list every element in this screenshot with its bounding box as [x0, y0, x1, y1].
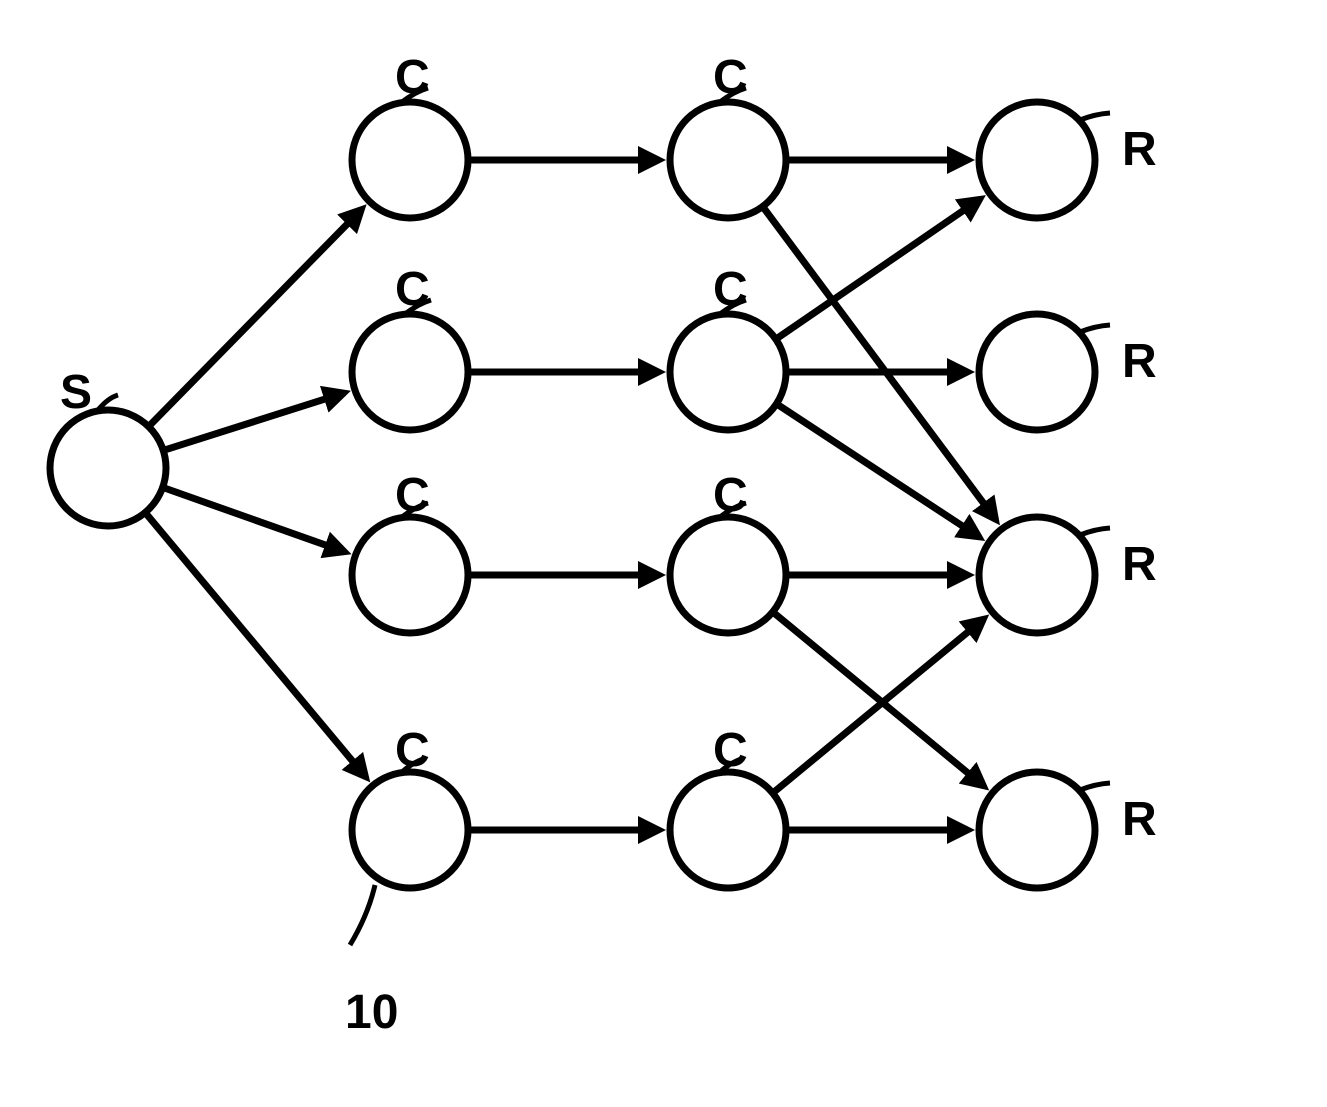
node-C6 [670, 314, 786, 430]
node-label-C5: C [713, 50, 748, 105]
node-C1 [352, 102, 468, 218]
node-label-C1: C [395, 50, 430, 105]
node-label-C3: C [395, 468, 430, 523]
node-label-S: S [60, 365, 92, 420]
node-C4 [352, 772, 468, 888]
node-label-C8: C [713, 723, 748, 778]
edge-C8-R3 [773, 619, 984, 793]
network-diagram: S C C C C C C C C R R R R 10 [0, 0, 1327, 1107]
edge-S-C3 [163, 487, 345, 552]
node-C3 [352, 517, 468, 633]
node-R4 [979, 772, 1095, 888]
node-label-R4: R [1122, 792, 1157, 847]
node-label-R2: R [1122, 334, 1157, 389]
node-R1 [979, 102, 1095, 218]
node-C8 [670, 772, 786, 888]
node-C5 [670, 102, 786, 218]
node-label-R3: R [1122, 537, 1157, 592]
node-label-C7: C [713, 468, 748, 523]
edge-S-C4 [145, 513, 366, 777]
node-C7 [670, 517, 786, 633]
node-R3 [979, 517, 1095, 633]
ref-tick-10 [350, 885, 375, 945]
label-tick-R1 [1080, 113, 1110, 120]
node-label-C6: C [713, 262, 748, 317]
ref-label-10: 10 [345, 985, 398, 1040]
node-label-C2: C [395, 262, 430, 317]
edge-C7-R4 [773, 612, 984, 786]
edge-C6-R3 [776, 404, 979, 537]
node-C2 [352, 314, 468, 430]
edge-S-C2 [163, 393, 344, 451]
node-S [50, 410, 166, 526]
node-R2 [979, 314, 1095, 430]
node-label-C4: C [395, 723, 430, 778]
node-label-R1: R [1122, 122, 1157, 177]
label-tick-R2 [1080, 325, 1110, 332]
label-tick-R3 [1080, 528, 1110, 535]
label-tick-R4 [1080, 783, 1110, 790]
